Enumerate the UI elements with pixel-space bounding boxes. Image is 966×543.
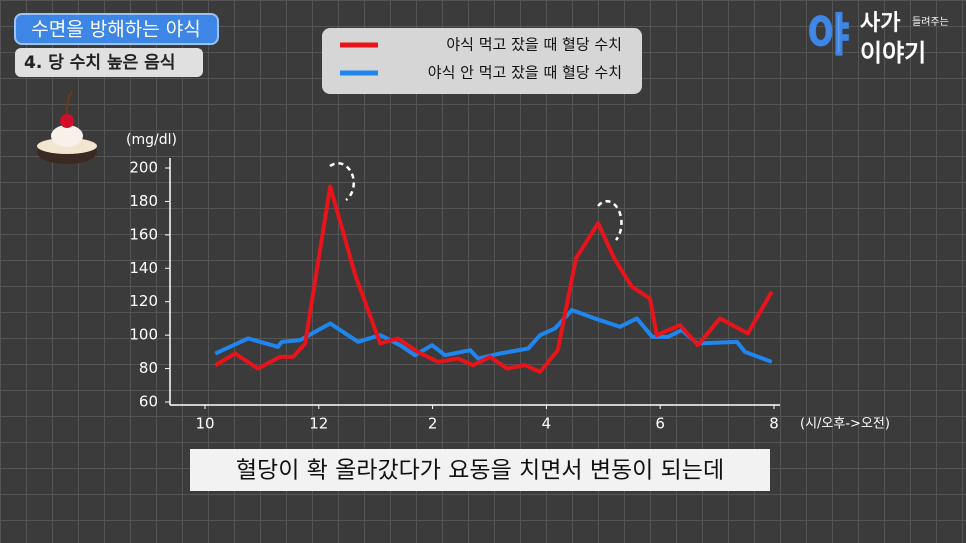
- series-line: [214, 308, 773, 364]
- cake-icon: [37, 91, 97, 164]
- y-tick-label: 100: [129, 326, 158, 344]
- subtitle: 4. 당 수치 높은 음식: [24, 53, 175, 73]
- x-axis-label: (시/오후->오전): [800, 417, 890, 432]
- x-tick-label: 2: [428, 415, 438, 433]
- legend-label: 야식 먹고 잤을 때 혈당 수치: [446, 36, 622, 54]
- subtitle-box: [15, 48, 203, 77]
- logo-top: 사가: [860, 11, 900, 36]
- x-tick-label: 8: [769, 415, 779, 433]
- y-tick-label: 80: [139, 359, 158, 377]
- series-line: [214, 184, 774, 374]
- y-tick-label: 160: [129, 225, 158, 243]
- y-tick-label: 140: [129, 259, 158, 277]
- logo: 야 사가 들려주는 이야기: [807, 9, 949, 67]
- caption-box: [190, 449, 770, 491]
- badge: 수면을 방해하는 야식: [31, 19, 200, 41]
- y-tick-label: 120: [129, 292, 158, 310]
- y-tick-label: 200: [129, 159, 158, 177]
- peak-mark: [597, 200, 623, 241]
- logo-big: 야: [808, 10, 848, 61]
- x-tick-label: 10: [195, 415, 214, 433]
- x-tick-label: 6: [655, 415, 665, 433]
- y-tick-label: 180: [129, 192, 158, 210]
- logo-bottom: 이야기: [860, 39, 926, 67]
- legend-box: [322, 28, 642, 94]
- x-tick-label: 4: [542, 415, 552, 433]
- badge-box: [14, 13, 219, 45]
- caption: 혈당이 확 올라갔다가 요동을 치면서 변동이 되는데: [236, 458, 724, 484]
- y-tick-label: 60: [139, 393, 158, 411]
- peak-mark: [329, 162, 355, 202]
- legend-label: 야식 안 먹고 잤을 때 혈당 수치: [428, 64, 622, 82]
- x-tick-label: 12: [309, 415, 328, 433]
- y-axis-label: (mg/dl): [126, 132, 177, 148]
- logo-small: 들려주는: [912, 16, 949, 28]
